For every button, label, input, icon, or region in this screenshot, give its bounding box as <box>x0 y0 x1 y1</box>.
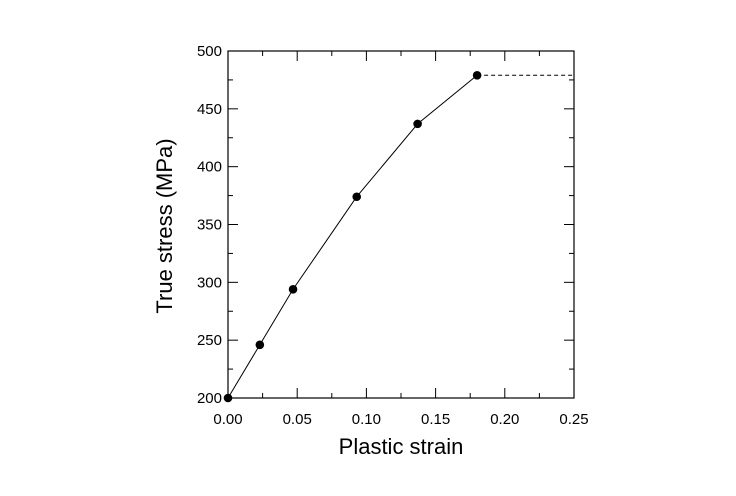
data-point <box>413 119 422 129</box>
x-tick-label: 0.15 <box>421 411 450 428</box>
y-tick-label: 450 <box>197 101 222 118</box>
data-point <box>288 284 298 294</box>
x-tick-label: 0.20 <box>490 411 519 428</box>
x-axis-title: Plastic strain <box>339 434 464 459</box>
y-tick-label: 350 <box>197 217 222 234</box>
y-axis-title: True stress (MPa) <box>152 138 177 313</box>
plot-frame <box>227 50 575 399</box>
y-tick-label: 250 <box>197 332 222 349</box>
y-tick-label: 200 <box>197 390 222 407</box>
y-tick-label: 500 <box>197 43 222 60</box>
y-tick-label: 400 <box>197 159 222 176</box>
x-tick-label: 0.00 <box>213 411 242 428</box>
plot-frame-layer <box>227 50 575 399</box>
data-point <box>255 340 265 350</box>
data-point <box>223 393 233 403</box>
tick-layer: 0.00 0.05 0.10 0.15 0.20 0.25 200 250 300 350 400 4… <box>197 43 589 428</box>
x-tick-label: 0.10 <box>352 411 381 428</box>
x-tick-label: 0.05 <box>283 411 312 428</box>
series-layer <box>223 70 574 403</box>
y-tick-label: 300 <box>197 274 222 291</box>
data-point <box>352 192 362 202</box>
x-tick-label: 0.25 <box>559 411 588 428</box>
stress-strain-line <box>227 74 478 399</box>
